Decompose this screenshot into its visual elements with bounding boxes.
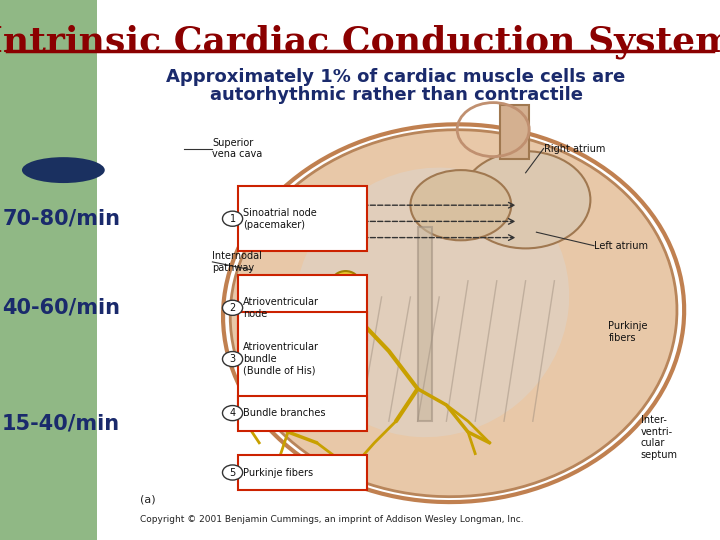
Text: 70-80/min: 70-80/min: [2, 208, 120, 229]
FancyBboxPatch shape: [238, 275, 367, 340]
Circle shape: [325, 195, 351, 215]
Text: Inter-
ventri-
cular
septum: Inter- ventri- cular septum: [641, 415, 678, 460]
Bar: [0, 0, 97, 540]
Text: Sinoatrial node
(pacemaker): Sinoatrial node (pacemaker): [243, 208, 317, 230]
Text: Internodal
pathway: Internodal pathway: [212, 251, 262, 273]
Text: Purkinje fibers: Purkinje fibers: [243, 468, 313, 477]
Ellipse shape: [294, 167, 570, 437]
Text: Approximately 1% of cardiac muscle cells are: Approximately 1% of cardiac muscle cells…: [166, 68, 626, 85]
Ellipse shape: [410, 170, 511, 240]
Text: Right atrium: Right atrium: [544, 144, 605, 153]
Text: Atrioventricular
bundle
(Bundle of His): Atrioventricular bundle (Bundle of His): [243, 342, 320, 376]
Text: Atrioventricular
node: Atrioventricular node: [243, 297, 320, 319]
Text: 40-60/min: 40-60/min: [2, 298, 120, 318]
FancyBboxPatch shape: [238, 455, 367, 490]
FancyBboxPatch shape: [238, 186, 367, 251]
Text: 4: 4: [230, 408, 235, 418]
Circle shape: [222, 300, 243, 315]
Text: Purkinje
fibers: Purkinje fibers: [608, 321, 648, 343]
Text: 2: 2: [230, 303, 235, 313]
Ellipse shape: [461, 151, 590, 248]
Text: 3: 3: [230, 354, 235, 364]
Circle shape: [333, 271, 359, 291]
Text: Intrinsic Cardiac Conduction System: Intrinsic Cardiac Conduction System: [0, 24, 720, 59]
Text: (a): (a): [140, 495, 156, 505]
Text: Bundle branches: Bundle branches: [243, 408, 326, 418]
Circle shape: [222, 406, 243, 421]
Ellipse shape: [230, 130, 677, 497]
Circle shape: [222, 465, 243, 480]
Text: Superior
vena cava: Superior vena cava: [212, 138, 263, 159]
Text: 1: 1: [230, 214, 235, 224]
Text: 15-40/min: 15-40/min: [2, 414, 120, 434]
Bar: [500, 105, 529, 159]
Text: 5: 5: [230, 468, 235, 477]
FancyBboxPatch shape: [238, 395, 367, 431]
Circle shape: [222, 211, 243, 226]
Text: Copyright © 2001 Benjamin Cummings, an imprint of Addison Wesley Longman, Inc.: Copyright © 2001 Benjamin Cummings, an i…: [140, 515, 524, 524]
Polygon shape: [418, 227, 432, 421]
Text: autorhythmic rather than contractile: autorhythmic rather than contractile: [210, 86, 582, 104]
Circle shape: [222, 352, 243, 367]
Ellipse shape: [22, 157, 105, 183]
FancyBboxPatch shape: [238, 312, 367, 406]
Text: Left atrium: Left atrium: [594, 241, 648, 251]
